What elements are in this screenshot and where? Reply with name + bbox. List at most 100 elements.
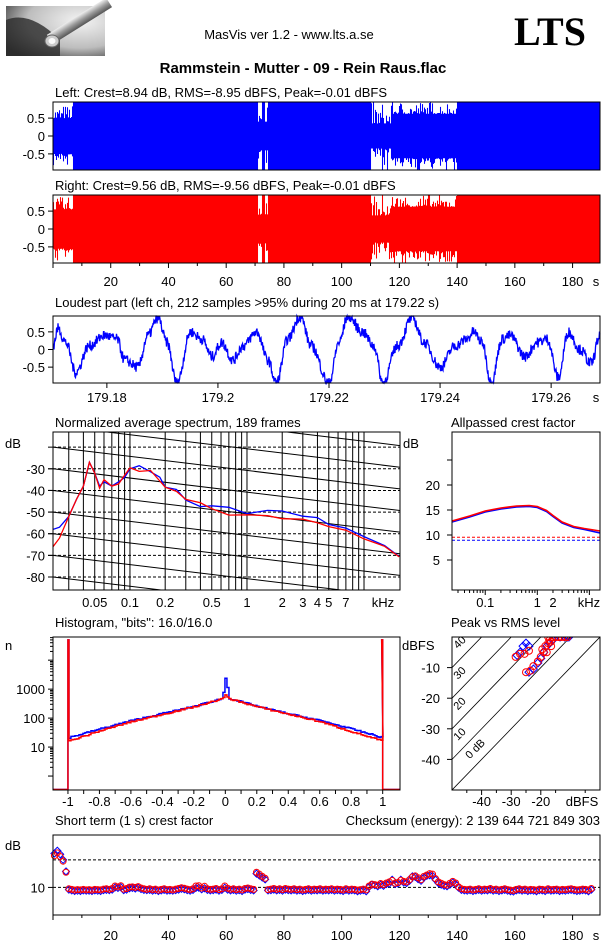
short-term-frame	[52, 834, 601, 916]
peak-rms-crest-label: 0 dB	[463, 737, 487, 761]
lts-logo-photo	[6, 0, 113, 56]
spectrum-x-tick-label: 5	[325, 595, 332, 610]
app-title: MasVis ver 1.2 - www.lts.a.se	[204, 27, 374, 42]
peak-rms-crest-line	[452, 637, 483, 668]
histogram-x-tick-label: -0.8	[88, 794, 110, 809]
allpassed-x-tick-label: 1	[534, 595, 541, 610]
spectrum-x-tick-label: 0.5	[203, 595, 221, 610]
allpassed-left-line	[451, 505, 601, 534]
peak-rms-right-point	[529, 662, 538, 671]
peak-rms-right-point	[554, 637, 563, 641]
loudest-part-chart: 0.5 0 -0.5 179.18 179.2 179.22 179.24 179.26 s	[23, 313, 601, 405]
peak-rms-y-tick-label: -30	[421, 722, 440, 737]
peak-rms-right-point	[563, 637, 572, 641]
short-term-left-point	[457, 885, 466, 895]
short-term-x-tick-label: 160	[504, 928, 526, 943]
short-term-x-tick-label: 60	[219, 928, 233, 943]
short-term-left-point	[56, 850, 65, 859]
histogram-x-tick-label: 0.4	[279, 794, 297, 809]
spectrum-right-line	[53, 460, 400, 558]
short-term-left-point	[191, 883, 201, 893]
short-term-left-point	[500, 885, 509, 895]
short-term-crest-title: Short term (1 s) crest factor	[55, 813, 214, 828]
spectrum-reference-slope-line	[53, 729, 400, 771]
short-term-x-tick-label: 80	[277, 928, 291, 943]
allpassed-ylabel: dB	[403, 436, 419, 451]
peak-rms-y-tick-label: -40	[421, 752, 440, 767]
spectrum-reference-slope-line	[53, 533, 400, 576]
short-term-left-point	[578, 885, 587, 895]
short-term-right-point	[587, 885, 595, 893]
loudest-part-x-tick-label: 179.2	[202, 390, 235, 405]
right-waveform-x-unit: s	[593, 274, 600, 289]
right-waveform-x-tick-label: 20	[103, 274, 117, 289]
short-term-x-tick-label: 180	[562, 928, 584, 943]
left-waveform-signal	[52, 102, 601, 170]
right-waveform-x-tick-label: 60	[219, 274, 233, 289]
peak-rms-x-tick-label: -30	[502, 794, 521, 809]
spectrum-x-tick-label: 0.1	[121, 595, 139, 610]
loudest-part-x-tick-label: 179.26	[531, 390, 571, 405]
allpassed-x-unit: kHz	[578, 595, 600, 610]
peak-rms-left-point	[521, 638, 531, 648]
right-waveform-x-tick-label: 80	[277, 274, 291, 289]
peak-rms-right-point	[542, 648, 551, 657]
peak-rms-x-tick-label: -20	[531, 794, 550, 809]
spectrum-x-tick-label: 4	[314, 595, 321, 610]
histogram-x-tick-label: 0.2	[248, 794, 266, 809]
spectrum-reference-slope-line	[53, 554, 346, 590]
spectrum-title: Normalized average spectrum, 189 frames	[55, 415, 301, 430]
lts-logo-text: LTS	[514, 9, 586, 54]
peak-rms-crest-line	[452, 637, 571, 760]
allpassed-y-tick-label: 15	[426, 503, 440, 518]
spectrum-chart: -30 -40 -50 -60 -70 -80 0.05 0.1 0.2 0.5 1 2 3 4 5 7 kHz	[26, 431, 401, 771]
left-waveform: 0.5 0 -0.5	[23, 101, 601, 171]
left-waveform-title: Left: Crest=8.94 dB, RMS=-8.95 dBFS, Pea…	[55, 85, 387, 100]
left-waveform-y-tick-label: 0.5	[27, 111, 45, 126]
short-term-right-point	[391, 879, 399, 887]
short-term-left-point	[390, 879, 400, 889]
short-term-y-tick-label: 10	[31, 880, 45, 895]
left-waveform-y-tick-label: -0.5	[23, 147, 45, 162]
spectrum-y-tick-label: -40	[26, 483, 45, 498]
right-waveform-signal	[52, 195, 601, 263]
histogram-title: Histogram, "bits": 16.0/16.0	[55, 615, 212, 630]
histogram-chart: 1000 100 10 -1 -0.8 -0.6 -0.4 -0.2 0 0.2 0.4 0.6 0.8…	[16, 636, 401, 809]
short-term-right-point	[215, 886, 223, 894]
loudest-part-x-tick-label: 179.18	[87, 390, 127, 405]
short-term-right-point	[105, 885, 113, 893]
peak-rms-y-tick-label: -20	[421, 691, 440, 706]
spectrum-reference-slope-line	[53, 576, 166, 590]
spectrum-left-line	[53, 460, 400, 558]
short-term-left-point	[402, 878, 411, 888]
spectrum-x-unit: kHz	[372, 595, 394, 610]
peak-rms-left-point	[555, 637, 565, 642]
peak-rms-x-tick-label: -40	[472, 794, 491, 809]
spectrum-x-tick-label: 2	[279, 595, 286, 610]
spectrum-grid	[53, 432, 400, 771]
spectrum-frame	[52, 431, 401, 591]
allpassed-right-line	[451, 504, 601, 532]
right-waveform-x-tick-label: 120	[389, 274, 411, 289]
histogram-x-tick-label: -0.6	[120, 794, 142, 809]
peak-rms-right-point	[557, 637, 566, 641]
spectrum-y-tick-label: -70	[26, 548, 45, 563]
peak-rms-right-point	[548, 637, 557, 641]
histogram-y-tick-label: 100	[23, 711, 45, 726]
spectrum-y-tick-label: -60	[26, 527, 45, 542]
histogram-left-line	[53, 639, 400, 791]
short-term-ylabel: dB	[5, 838, 21, 853]
short-term-left-point	[50, 849, 59, 858]
checksum-text: Checksum (energy): 2 139 644 721 849 303	[346, 813, 600, 828]
peak-rms-ylabel: dBFS	[402, 638, 435, 653]
short-term-left-point	[442, 882, 452, 891]
peak-rms-right-point	[522, 668, 530, 677]
loudest-part-x-tick-label: 179.24	[420, 390, 460, 405]
peak-rms-crest-line	[452, 637, 512, 699]
allpassed-x-tick-label: 0.1	[476, 595, 494, 610]
loudest-part-signal	[52, 313, 601, 386]
right-waveform: 0.5 0 -0.5 20 40 60 80 100 120 140 160 180 s	[23, 194, 601, 289]
